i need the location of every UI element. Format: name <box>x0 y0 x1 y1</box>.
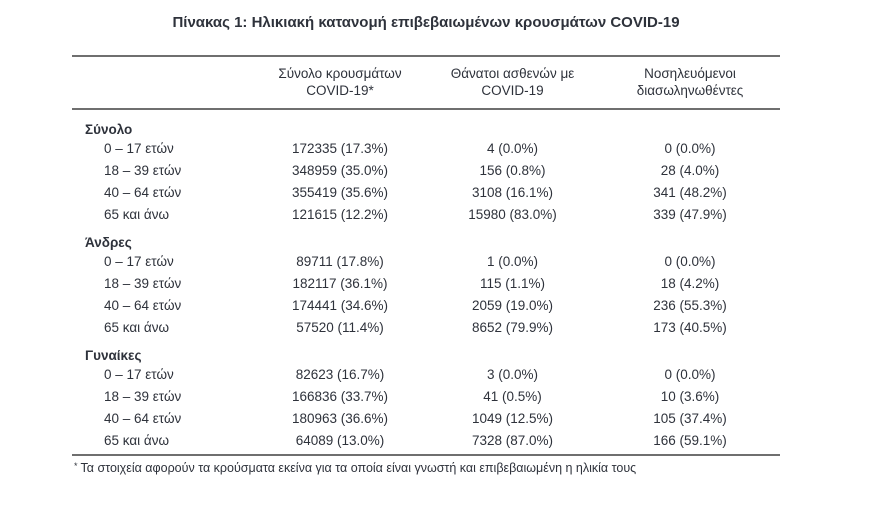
table-row: 0 – 17 ετών 172335 (17.3%) 4 (0.0%) 0 (0… <box>72 137 780 159</box>
footnote-text: Τα στοιχεία αφορούν τα κρούσματα εκείνα … <box>80 461 637 475</box>
header-intubated-line2: διασωληνωθέντες <box>636 83 744 98</box>
intubated-value: 341 (48.2%) <box>653 184 727 200</box>
intubated-value: 28 (4.0%) <box>660 162 720 178</box>
header-deaths-line2: COVID-19 <box>481 83 544 98</box>
cases-value: 182117 (36.1%) <box>292 275 388 291</box>
table-row: 40 – 64 ετών 180963 (36.6%) 1049 (12.5%)… <box>72 407 780 429</box>
cases-value: 82623 (16.7%) <box>295 366 385 382</box>
table-header-row: Σύνολο κρουσμάτων COVID-19* Θάνατοι ασθε… <box>72 55 780 110</box>
table-row: 65 και άνω 64089 (13.0%) 7328 (87.0%) 16… <box>72 429 780 451</box>
age-group-label: 0 – 17 ετών <box>104 253 174 269</box>
age-group-label: 0 – 17 ετών <box>104 366 174 382</box>
header-total-cases-line2: COVID-19* <box>306 83 374 98</box>
age-group-label: 18 – 39 ετών <box>104 388 182 404</box>
deaths-value: 8652 (79.9%) <box>471 319 554 335</box>
section-header-men: Άνδρες <box>85 235 132 250</box>
deaths-value: 15980 (83.0%) <box>468 206 557 222</box>
intubated-value: 0 (0.0%) <box>664 253 716 269</box>
table-row: 40 – 64 ετών 174441 (34.6%) 2059 (19.0%)… <box>72 294 780 316</box>
cases-value: 121615 (12.2%) <box>291 206 389 222</box>
intubated-value: 105 (37.4%) <box>653 410 727 426</box>
deaths-value: 156 (0.8%) <box>479 162 546 178</box>
page-title: Πίνακας 1: Ηλικιακή κατανομή επιβεβαιωμέ… <box>172 14 680 31</box>
section-header-women: Γυναίκες <box>85 348 142 363</box>
header-intubated-line1: Νοσηλευόμενοι <box>644 66 736 81</box>
intubated-value: 0 (0.0%) <box>664 366 716 382</box>
header-total-cases: Σύνολο κρουσμάτων COVID-19* <box>255 65 425 99</box>
deaths-value: 4 (0.0%) <box>486 140 539 156</box>
header-total-cases-line1: Σύνολο κρουσμάτων <box>278 66 402 81</box>
deaths-value: 115 (1.1%) <box>479 275 546 291</box>
header-deaths-line1: Θάνατοι ασθενών με <box>450 66 575 81</box>
table-row: 0 – 17 ετών 82623 (16.7%) 3 (0.0%) 0 (0.… <box>72 363 780 385</box>
cases-value: 355419 (35.6%) <box>291 184 389 200</box>
age-group-label: 65 και άνω <box>104 206 170 222</box>
cases-value: 89711 (17.8%) <box>296 253 384 269</box>
age-group-label: 65 και άνω <box>104 319 170 335</box>
cases-value: 166836 (33.7%) <box>291 388 389 404</box>
table-body: Σύνολο 0 – 17 ετών 172335 (17.3%) 4 (0.0… <box>72 110 780 456</box>
intubated-value: 339 (47.9%) <box>653 206 727 222</box>
intubated-value: 173 (40.5%) <box>653 319 727 335</box>
table-row: 0 – 17 ετών 89711 (17.8%) 1 (0.0%) 0 (0.… <box>72 250 780 272</box>
header-deaths: Θάνατοι ασθενών με COVID-19 <box>425 65 600 99</box>
cases-value: 348959 (35.0%) <box>291 162 389 178</box>
cases-value: 180963 (36.6%) <box>291 410 389 426</box>
table-footnote: * Τα στοιχεία αφορούν τα κρούσματα εκείνα… <box>74 456 780 476</box>
footnote-marker: * <box>74 461 78 471</box>
section-header-total: Σύνολο <box>85 122 133 137</box>
cases-value: 172335 (17.3%) <box>291 140 389 156</box>
deaths-value: 7328 (87.0%) <box>471 432 554 448</box>
header-intubated: Νοσηλευόμενοι διασωληνωθέντες <box>600 65 780 99</box>
cases-value: 57520 (11.4%) <box>296 319 384 335</box>
table-row: 40 – 64 ετών 355419 (35.6%) 3108 (16.1%)… <box>72 181 780 203</box>
intubated-value: 166 (59.1%) <box>653 432 727 448</box>
intubated-value: 18 (4.2%) <box>660 275 720 291</box>
deaths-value: 3108 (16.1%) <box>471 184 554 200</box>
intubated-value: 0 (0.0%) <box>664 140 716 156</box>
intubated-value: 236 (55.3%) <box>653 297 727 313</box>
age-group-label: 40 – 64 ετών <box>104 184 182 200</box>
table-row: 18 – 39 ετών 348959 (35.0%) 156 (0.8%) 2… <box>72 159 780 181</box>
age-group-label: 0 – 17 ετών <box>104 140 174 156</box>
covid-age-distribution-table: Σύνολο κρουσμάτων COVID-19* Θάνατοι ασθε… <box>72 55 780 476</box>
age-group-label: 40 – 64 ετών <box>104 410 182 426</box>
cases-value: 174441 (34.6%) <box>291 297 389 313</box>
table-row: 65 και άνω 121615 (12.2%) 15980 (83.0%) … <box>72 203 780 225</box>
age-group-label: 18 – 39 ετών <box>104 275 182 291</box>
deaths-value: 1049 (12.5%) <box>471 410 554 426</box>
table-row: 18 – 39 ετών 182117 (36.1%) 115 (1.1%) 1… <box>72 272 780 294</box>
intubated-value: 10 (3.6%) <box>660 388 720 404</box>
table-row: 18 – 39 ετών 166836 (33.7%) 41 (0.5%) 10… <box>72 385 780 407</box>
deaths-value: 41 (0.5%) <box>483 388 542 404</box>
age-group-label: 65 και άνω <box>104 432 170 448</box>
header-empty-cell <box>72 65 255 99</box>
deaths-value: 2059 (19.0%) <box>471 297 554 313</box>
table-row: 65 και άνω 57520 (11.4%) 8652 (79.9%) 17… <box>72 316 780 338</box>
cases-value: 64089 (13.0%) <box>295 432 385 448</box>
deaths-value: 3 (0.0%) <box>486 366 539 382</box>
age-group-label: 18 – 39 ετών <box>104 162 182 178</box>
deaths-value: 1 (0.0%) <box>486 253 539 269</box>
age-group-label: 40 – 64 ετών <box>104 297 182 313</box>
